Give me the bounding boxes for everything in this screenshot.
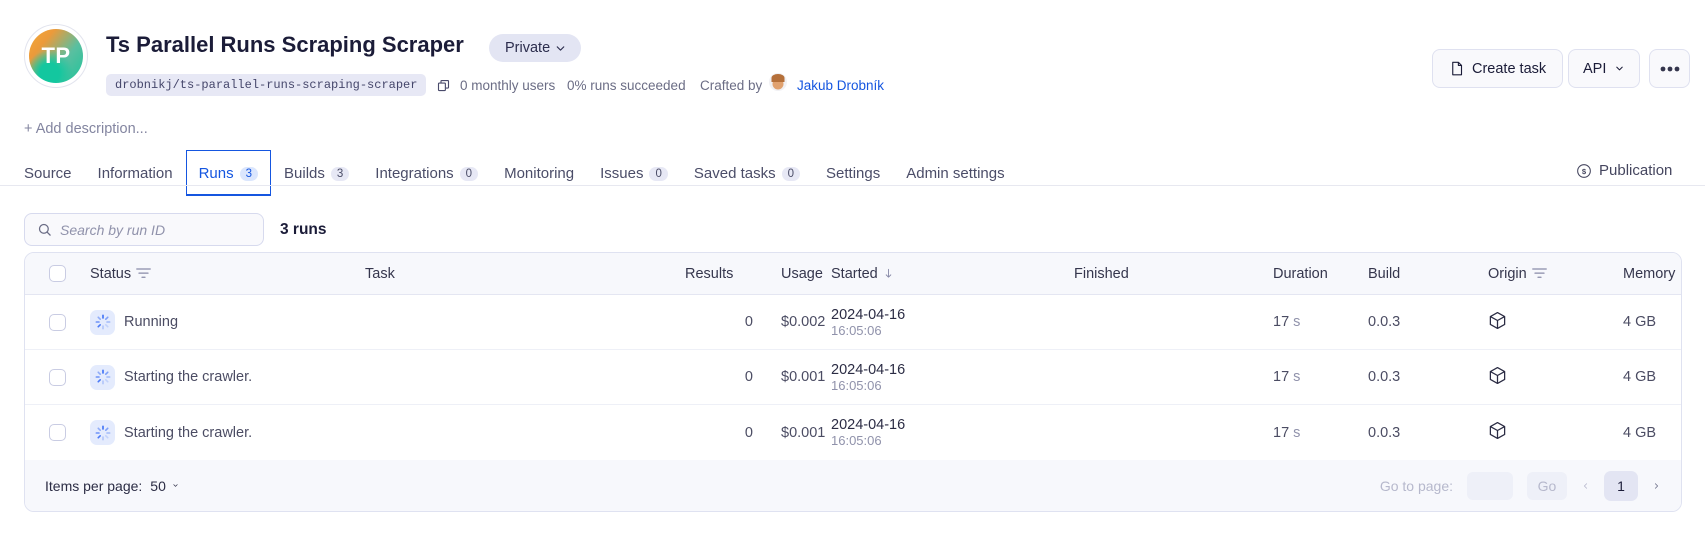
svg-text:$: $ [1582, 166, 1587, 175]
